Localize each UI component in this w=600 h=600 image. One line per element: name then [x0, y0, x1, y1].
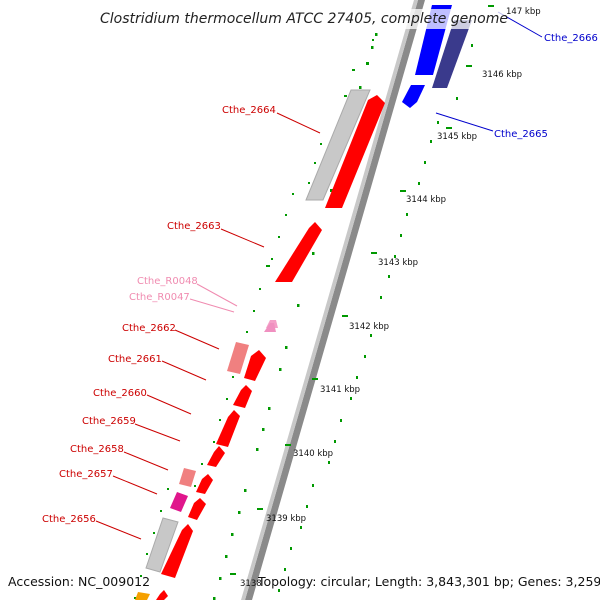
- gene-tail-red[interactable]: [156, 590, 168, 600]
- gene-label-cthe-2662[interactable]: Cthe_2662: [122, 323, 176, 334]
- gene-label-cthe-2663[interactable]: Cthe_2663: [167, 221, 221, 232]
- backbone: [241, 0, 425, 600]
- scale-label: 3141 kbp: [320, 385, 360, 395]
- scale-labels: 147 kbp 3146 kbp 3145 kbp 3144 kbp 3143 …: [240, 7, 541, 589]
- scale-label: 147 kbp: [506, 7, 541, 17]
- scale-label: 3140 kbp: [293, 449, 333, 459]
- gene-cthe-2661[interactable]: [244, 350, 266, 381]
- gene-label-cthe-2665[interactable]: Cthe_2665: [494, 129, 548, 140]
- leader-lines: [95, 11, 543, 540]
- gene-label-cthe-r0047[interactable]: Cthe_R0047: [129, 292, 190, 303]
- scale-ticks: [230, 5, 494, 592]
- gene-cthe-2660[interactable]: [233, 385, 252, 408]
- gene-cthe-2665[interactable]: [402, 85, 425, 108]
- gene-label-cthe-2660[interactable]: Cthe_2660: [93, 388, 147, 399]
- gene-cthe-r0047[interactable]: [264, 323, 276, 332]
- topology-text: Topology: circular; Length: 3,843,301 bp…: [257, 574, 600, 589]
- gene-cthe-2656-grey[interactable]: [145, 517, 179, 573]
- scale-label: 3145 kbp: [437, 132, 477, 142]
- scale-label: 3142 kbp: [349, 322, 389, 332]
- gene-cthe-2657[interactable]: [196, 474, 213, 494]
- scale-label: 3139 kbp: [266, 514, 306, 524]
- scale-label: 3138: [240, 579, 262, 589]
- forward-genes: [135, 89, 385, 600]
- gene-cthe-2666-dark[interactable]: [432, 20, 472, 88]
- gene-label-cthe-2661[interactable]: Cthe_2661: [108, 354, 162, 365]
- gene-cthe-2658-light[interactable]: [179, 468, 196, 487]
- gene-cthe-2656-small[interactable]: [188, 498, 206, 520]
- gene-label-cthe-2657[interactable]: Cthe_2657: [59, 469, 113, 480]
- gene-labels: Cthe_2666 Cthe_2665 Cthe_2664 Cthe_2663 …: [42, 33, 598, 525]
- gene-cthe-2656[interactable]: [161, 524, 193, 578]
- gene-label-cthe-2659[interactable]: Cthe_2659: [82, 416, 136, 427]
- gene-cthe-2657-magenta[interactable]: [170, 492, 188, 512]
- scale-label: 3144 kbp: [406, 195, 446, 205]
- left-tick-row: [134, 69, 355, 599]
- map-title: Clostridium thermocellum ATCC 27405, com…: [100, 11, 508, 27]
- gene-label-cthe-2664[interactable]: Cthe_2664: [222, 105, 276, 116]
- gene-cthe-2662[interactable]: [227, 342, 249, 374]
- gene-label-cthe-2666[interactable]: Cthe_2666: [544, 33, 598, 44]
- accession-text: Accession: NC_009012: [8, 574, 150, 589]
- gene-cthe-2658[interactable]: [207, 446, 225, 467]
- gene-cthe-2664[interactable]: [325, 95, 385, 208]
- gene-label-cthe-2658[interactable]: Cthe_2658: [70, 444, 124, 455]
- gene-label-cthe-r0048[interactable]: Cthe_R0048: [137, 276, 198, 287]
- scale-label: 3143 kbp: [378, 258, 418, 268]
- gene-cthe-2659[interactable]: [216, 410, 240, 447]
- gene-label-cthe-2656[interactable]: Cthe_2656: [42, 514, 96, 525]
- scale-label: 3146 kbp: [482, 70, 522, 80]
- gene-cthe-2664-grey[interactable]: [305, 89, 371, 201]
- gene-tail-orange[interactable]: [135, 592, 150, 600]
- gene-cthe-2663[interactable]: [275, 222, 322, 282]
